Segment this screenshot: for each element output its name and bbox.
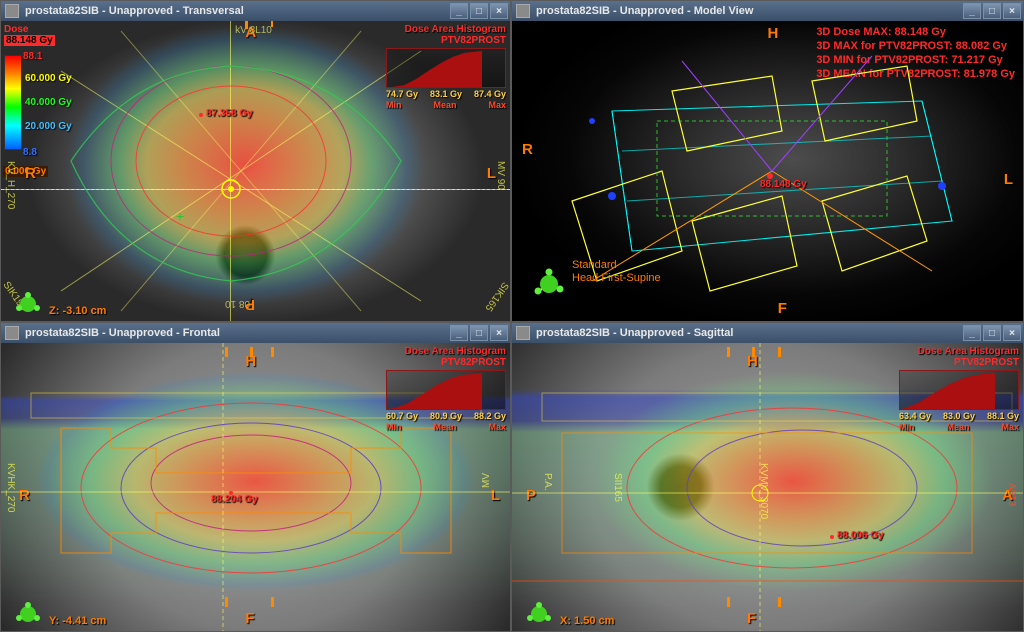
crosshair-h2 [1,189,510,190]
close-button[interactable]: × [490,325,508,341]
viewport-transversal[interactable]: Dose 88.148 Gy 88.1 60.000 Gy 40.000 Gy … [1,21,510,321]
side-sik165: SIK165 [483,280,511,313]
minimize-button[interactable]: _ [963,325,981,341]
svg-text:+: + [176,208,184,224]
minimize-button[interactable]: _ [450,3,468,19]
viewport-3d[interactable]: 3D Dose MAX: 88.148 Gy 3D MAX for PTV82P… [512,21,1023,321]
max-dose-label: 87.358 Gy [206,108,253,119]
panel-transversal: prostata82SIB - Unapproved - Transversal… [0,0,511,322]
side-sii: SII165 [612,473,623,502]
orient-l: L [491,487,500,504]
max-dose-marker [830,535,834,539]
titlebar-model[interactable]: prostata82SIB - Unapproved - Model View … [512,1,1023,21]
maximize-button[interactable]: □ [983,3,1001,19]
maximize-button[interactable]: □ [470,325,488,341]
app-icon [516,326,530,340]
titlebar-transversal[interactable]: prostata82SIB - Unapproved - Transversal… [1,1,510,21]
minimize-button[interactable]: _ [450,325,468,341]
dvh-transversal: Dose Area Histogram PTV82PROST 74.7 Gy83… [386,24,506,102]
panel-sagittal: prostata82SIB - Unapproved - Sagittal _ … [511,322,1024,632]
cb-t3: 20.000 Gy [25,121,72,132]
orientation-cube-icon[interactable] [532,267,566,301]
pos-x: X: 1.50 cm [560,615,614,627]
close-button[interactable]: × [1003,325,1021,341]
side-a313: A313 [1006,483,1017,506]
orientation-cube-icon[interactable] [15,291,41,317]
side-pa: P.A. [542,473,553,491]
titlebar-frontal[interactable]: prostata82SIB - Unapproved - Frontal _ □… [1,323,510,343]
title-text: prostata82SIB - Unapproved - Transversal [25,5,244,17]
close-button[interactable]: × [490,3,508,19]
orient-r: R [19,487,30,504]
pos-y: Y: -4.41 cm [49,615,106,627]
max-dose-label: 88.204 Gy [211,494,258,505]
title-text: prostata82SIB - Unapproved - Model View [536,5,753,17]
cb-t2: 40.000 Gy [25,97,72,108]
maximize-button[interactable]: □ [983,325,1001,341]
app-icon [5,326,19,340]
app-icon [516,4,530,18]
minimize-button[interactable]: _ [963,3,981,19]
panel-model-view: prostata82SIB - Unapproved - Model View … [511,0,1024,322]
maximize-button[interactable]: □ [470,3,488,19]
titlebar-sagittal[interactable]: prostata82SIB - Unapproved - Sagittal _ … [512,323,1023,343]
max-dose-marker [199,113,203,117]
side-mv: MV [481,473,492,488]
cb-top: 88.1 [23,51,42,62]
dvh-frontal: Dose Area Histogram PTV82PROST 60.7 Gy80… [386,346,506,424]
crosshair-v [230,21,231,321]
max-dose-3d-label: 88.148 Gy [760,179,807,190]
title-text: prostata82SIB - Unapproved - Frontal [25,327,220,339]
panel-frontal: prostata82SIB - Unapproved - Frontal _ □… [0,322,511,632]
dose-colorbar [4,55,22,150]
orientation-standard: Standard Head First-Supine [572,259,661,285]
close-button[interactable]: × [1003,3,1021,19]
title-text: prostata82SIB - Unapproved - Sagittal [536,327,733,339]
side-kvmv: KVMV_3070 [758,463,769,519]
orientation-cube-icon[interactable] [526,601,552,627]
dvh-sagittal: Dose Area Histogram PTV82PROST 63.4 Gy83… [899,346,1019,424]
max-dose-label: 88.006 Gy [837,530,884,541]
p-num: 08 10 [225,298,250,309]
side-kvh: KV_H_270 [5,161,16,209]
viewport-frontal[interactable]: H F R L 88.204 Gy KVHK_270 MV [1,343,510,631]
side-kvhk: KVHK_270 [5,463,16,512]
cb-t1: 60.000 Gy [25,73,72,84]
orient-r: R [25,165,36,182]
pos-z: Z: -3.10 cm [49,305,106,317]
kv-top: kV 8L10 [235,25,272,36]
orient-f: F [245,610,254,627]
viewport-sagittal[interactable]: H F P A 88.006 Gy P.A. SII165 [512,343,1023,631]
orientation-cube-icon[interactable] [15,601,41,627]
dose-label: Dose 88.148 Gy [4,24,55,46]
orient-f: F [747,610,756,627]
orient-p: P [526,487,536,504]
cb-bot: 8.8 [23,147,37,158]
side-mv90: MV 90 [495,161,506,190]
app-icon [5,4,19,18]
